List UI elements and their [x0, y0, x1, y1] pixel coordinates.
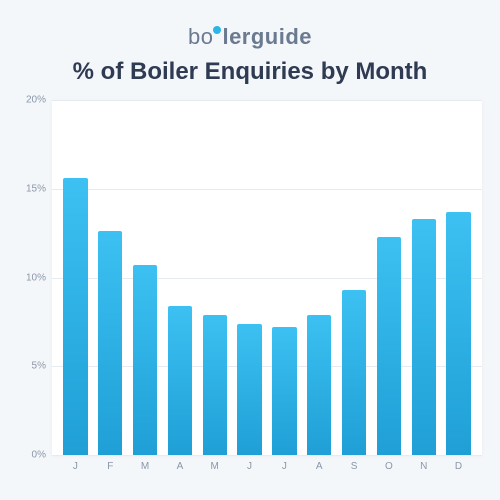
bar	[203, 315, 227, 455]
chart-title: % of Boiler Enquiries by Month	[18, 58, 482, 86]
bar-slot	[371, 100, 406, 455]
bar	[98, 231, 122, 455]
x-tick-label: S	[337, 461, 372, 472]
x-tick-label: M	[128, 461, 163, 472]
bar-slot	[406, 100, 441, 455]
bar	[168, 306, 192, 455]
chart-container: bo lerguide % of Boiler Enquiries by Mont…	[0, 0, 500, 500]
y-tick-label: 10%	[26, 272, 46, 283]
x-tick-label: A	[162, 461, 197, 472]
logo-bold-part: lerguide	[222, 24, 312, 49]
bar	[377, 237, 401, 455]
bar	[63, 178, 87, 455]
bars-group	[52, 100, 482, 455]
y-tick-label: 20%	[26, 95, 46, 106]
bar	[342, 290, 366, 455]
x-tick-label: A	[302, 461, 337, 472]
bar-slot	[232, 100, 267, 455]
y-axis: 0%5%10%15%20%	[18, 100, 52, 455]
bar-slot	[93, 100, 128, 455]
brand-logo: bo lerguide	[18, 24, 482, 50]
x-tick-label: J	[267, 461, 302, 472]
bar	[133, 265, 157, 455]
bar-slot	[302, 100, 337, 455]
x-tick-label: N	[406, 461, 441, 472]
bar-slot	[441, 100, 476, 455]
bar-slot	[337, 100, 372, 455]
x-axis: JFMAMJJASOND	[52, 455, 482, 472]
y-tick-label: 0%	[32, 450, 46, 461]
chart-area: 0%5%10%15%20%	[18, 100, 482, 455]
bar-slot	[267, 100, 302, 455]
plot-area	[52, 100, 482, 455]
x-tick-label: F	[93, 461, 128, 472]
bar	[272, 327, 296, 455]
bar	[412, 219, 436, 455]
logo-dot-icon	[213, 26, 221, 34]
x-tick-label: J	[58, 461, 93, 472]
bar	[446, 212, 470, 455]
y-tick-label: 15%	[26, 183, 46, 194]
y-tick-label: 5%	[32, 361, 46, 372]
x-tick-label: O	[371, 461, 406, 472]
x-tick-label: M	[197, 461, 232, 472]
bar-slot	[128, 100, 163, 455]
bar	[237, 324, 261, 455]
bar-slot	[58, 100, 93, 455]
bar-slot	[162, 100, 197, 455]
grid-line	[52, 455, 482, 456]
bar-slot	[197, 100, 232, 455]
x-tick-label: D	[441, 461, 476, 472]
x-tick-label: J	[232, 461, 267, 472]
logo-light-part: bo	[188, 24, 213, 49]
bar	[307, 315, 331, 455]
